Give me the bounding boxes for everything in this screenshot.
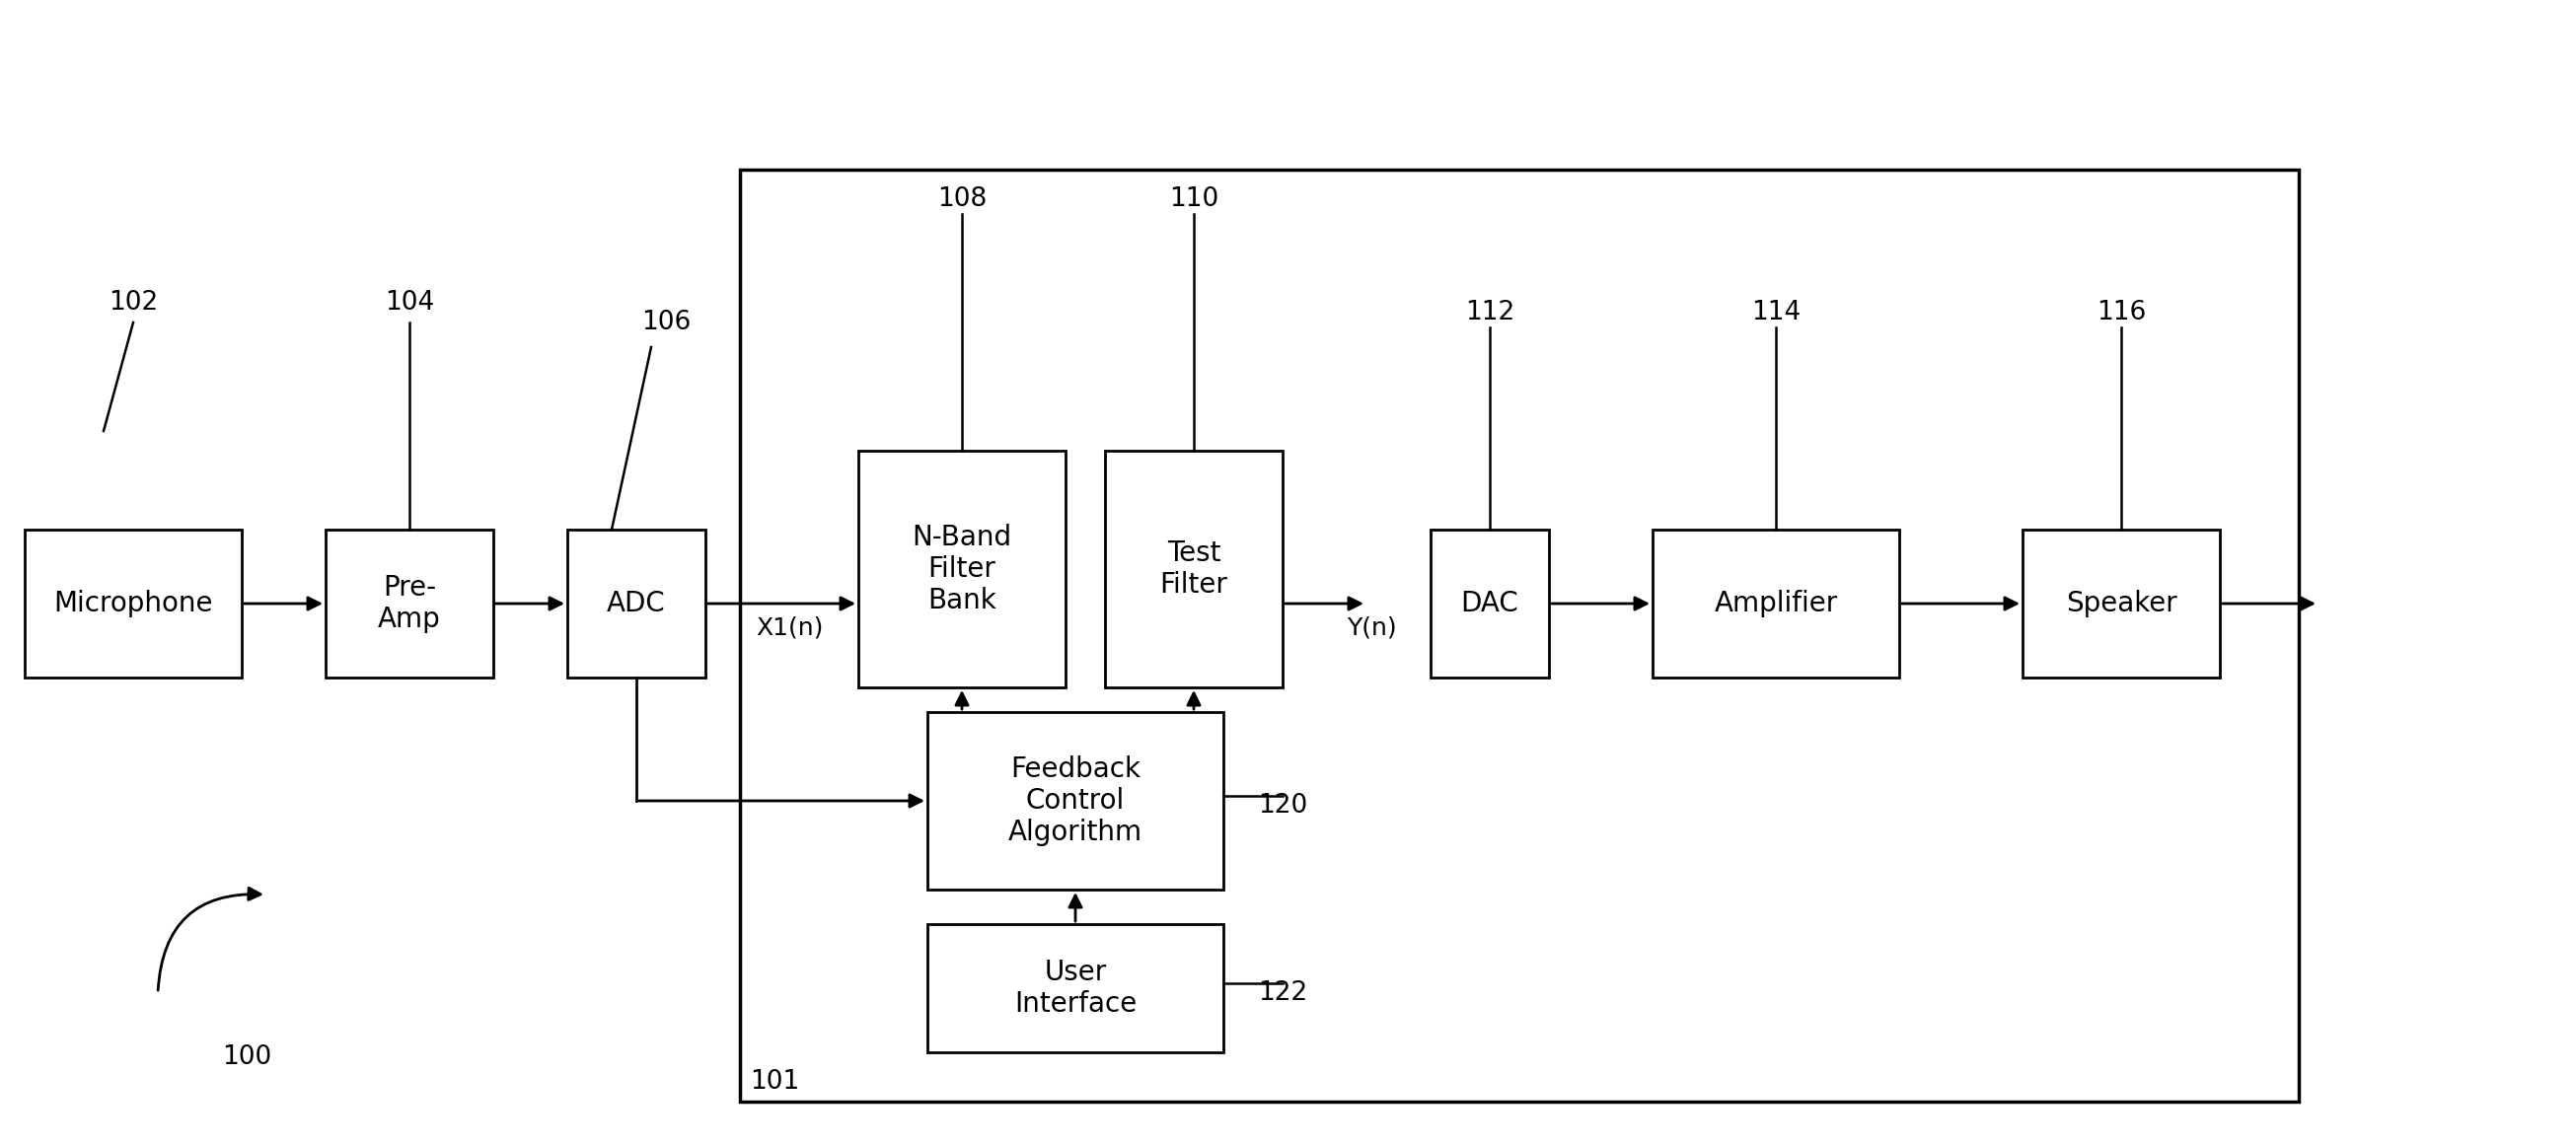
Text: DAC: DAC (1461, 590, 1520, 618)
Text: Y(n): Y(n) (1347, 617, 1396, 641)
Text: ADC: ADC (608, 590, 665, 618)
Text: 104: 104 (384, 290, 435, 315)
Bar (325, 529, 492, 677)
Bar (567, 529, 706, 677)
Text: Feedback
Control
Algorithm: Feedback Control Algorithm (1007, 755, 1144, 847)
Text: User
Interface: User Interface (1015, 958, 1136, 1018)
Text: Speaker: Speaker (2066, 590, 2177, 618)
Text: 110: 110 (1170, 187, 1218, 212)
Text: 120: 120 (1257, 793, 1309, 818)
Text: 108: 108 (938, 187, 987, 212)
Text: Amplifier: Amplifier (1713, 590, 1837, 618)
Bar (1654, 529, 1899, 677)
Bar (739, 170, 2298, 1101)
Bar (1430, 529, 1548, 677)
Text: 106: 106 (641, 309, 690, 336)
Text: 122: 122 (1257, 980, 1309, 1006)
Bar (2022, 529, 2221, 677)
Bar (927, 712, 1224, 889)
Text: 116: 116 (2097, 300, 2146, 325)
Bar (26, 529, 242, 677)
Text: 101: 101 (750, 1069, 799, 1094)
Bar (858, 450, 1066, 688)
Text: 100: 100 (222, 1044, 270, 1070)
Bar (1105, 450, 1283, 688)
Text: Test
Filter: Test Filter (1159, 540, 1229, 599)
Bar (927, 924, 1224, 1052)
Text: 102: 102 (108, 290, 157, 315)
Text: N-Band
Filter
Bank: N-Band Filter Bank (912, 524, 1012, 614)
Text: 112: 112 (1466, 300, 1515, 325)
Text: X1(n): X1(n) (755, 617, 822, 641)
Text: Microphone: Microphone (54, 590, 214, 618)
Text: Pre-
Amp: Pre- Amp (379, 574, 440, 634)
Text: 114: 114 (1752, 300, 1801, 325)
